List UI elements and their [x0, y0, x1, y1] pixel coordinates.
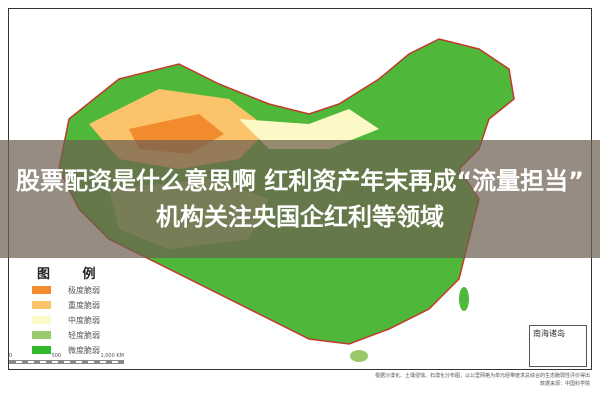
- headline-banner: 股票配资是什么意思啊 红利资产年末再成“流量担当” 机构关注央国企红利等领域: [0, 140, 600, 258]
- footnote-source: 数据来源：中国科学院: [539, 381, 590, 387]
- scale-tick: 1,000 KM: [100, 353, 124, 359]
- headline[interactable]: 股票配资是什么意思啊 红利资产年末再成“流量担当” 机构关注央国企红利等领域: [16, 167, 584, 231]
- scale-bar-graphic: [9, 360, 124, 364]
- inset-label: 南海诸岛: [533, 329, 565, 339]
- footnote-method: 根据沙漠化、土壤侵蚀、石漠化分布图，以公里网格为单元经带度求总综合的生态脆弱性评…: [374, 373, 590, 379]
- legend-swatch: [32, 286, 51, 294]
- scale-bar: 0 500 1,000 KM: [9, 353, 124, 364]
- legend-label: 中度脆弱: [68, 315, 100, 325]
- south-china-sea-inset: 南海诸岛: [529, 325, 587, 367]
- legend-title: 图 例: [37, 267, 110, 282]
- moderate-region: [239, 109, 379, 149]
- legend-label: 重度脆弱: [68, 300, 100, 310]
- legend-item: 极度脆弱: [23, 283, 163, 297]
- legend-item: 轻度脆弱: [23, 328, 163, 342]
- legend-swatch: [32, 331, 51, 339]
- legend-label: 微度脆弱: [68, 345, 100, 355]
- legend-item: 中度脆弱: [23, 313, 163, 327]
- legend-item: 微度脆弱: [23, 343, 163, 357]
- footnote: 根据沙漠化、土壤侵蚀、石漠化分布图，以公里网格为单元经带度求总综合的生态脆弱性评…: [375, 372, 590, 388]
- legend-swatch: [32, 316, 51, 324]
- legend-label: 极度脆弱: [68, 285, 100, 295]
- legend-label: 轻度脆弱: [68, 330, 100, 340]
- scale-tick: 500: [51, 353, 62, 359]
- map-legend: 图 例 极度脆弱 重度脆弱 中度脆弱 轻度脆弱 微度脆弱: [23, 263, 163, 357]
- legend-swatch: [32, 346, 51, 354]
- legend-item: 重度脆弱: [23, 298, 163, 312]
- hainan-island: [350, 350, 368, 362]
- legend-swatch: [32, 301, 51, 309]
- scale-tick: 0: [9, 353, 13, 359]
- taiwan-island: [459, 287, 469, 311]
